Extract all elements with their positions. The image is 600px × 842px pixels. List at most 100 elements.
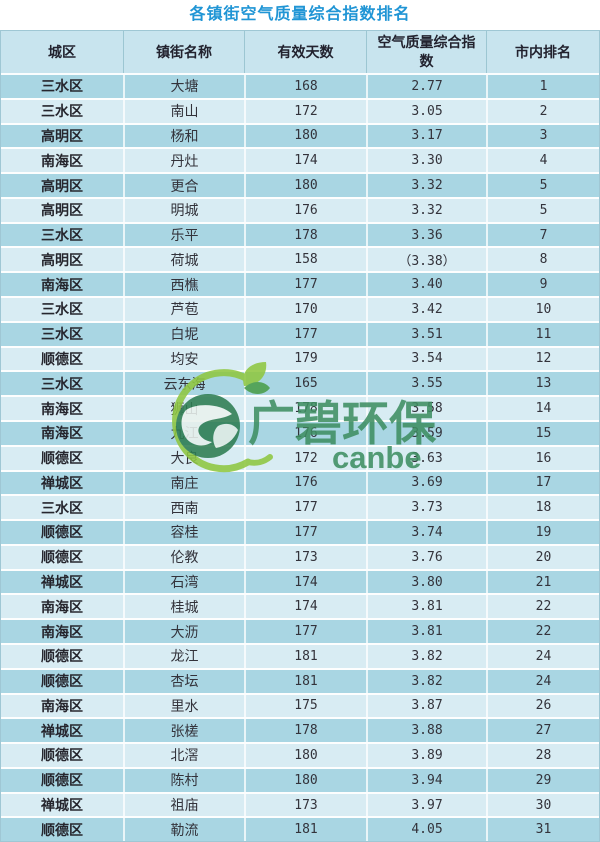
cell-index: 4.05 <box>366 818 486 842</box>
cell-district: 三水区 <box>41 301 83 318</box>
table-row: 顺德区 陈村 180 3.94 29 <box>1 768 599 794</box>
cell-index: （3.38） <box>366 248 486 272</box>
cell-town: 云东海 <box>123 372 244 396</box>
cell-district: 顺德区 <box>41 673 83 690</box>
cell-district: 三水区 <box>41 375 83 392</box>
table-row: 禅城区 石湾 174 3.80 21 <box>1 570 599 596</box>
table-header-row: 城区 镇街名称 有效天数 空气质量综合指数 市内排名 <box>1 31 599 75</box>
cell-index: 3.76 <box>366 545 486 569</box>
cell-town: 更合 <box>123 174 244 197</box>
cell-rank: 16 <box>486 446 599 470</box>
cell-index: 3.42 <box>366 298 486 321</box>
cell-town: 北滘 <box>123 744 244 767</box>
table-row: 三水区 乐平 178 3.36 7 <box>1 223 599 249</box>
table-row: 南海区 里水 175 3.87 26 <box>1 694 599 720</box>
table-row: 南海区 桂城 174 3.81 22 <box>1 595 599 621</box>
cell-index: 3.54 <box>366 347 486 371</box>
cell-district: 南海区 <box>41 276 83 293</box>
cell-rank: 24 <box>486 644 599 668</box>
table-row: 禅城区 张槎 178 3.88 27 <box>1 719 599 745</box>
cell-district: 禅城区 <box>41 797 83 814</box>
cell-rank: 21 <box>486 570 599 594</box>
cell-rank: 26 <box>486 694 599 718</box>
table-row: 顺德区 勒流 181 4.05 31 <box>1 818 599 842</box>
cell-district: 高明区 <box>41 127 83 144</box>
cell-rank: 15 <box>486 421 599 445</box>
cell-rank: 28 <box>486 744 599 767</box>
table-row: 顺德区 伦教 173 3.76 20 <box>1 545 599 571</box>
cell-rank: 10 <box>486 298 599 321</box>
cell-district: 南海区 <box>41 598 83 615</box>
cell-days: 175 <box>244 694 366 718</box>
table-row: 顺德区 龙江 181 3.82 24 <box>1 644 599 670</box>
cell-district: 三水区 <box>41 499 83 516</box>
cell-district: 高明区 <box>41 251 83 268</box>
cell-town: 杨和 <box>123 124 244 148</box>
table-row: 南海区 西樵 177 3.40 9 <box>1 273 599 299</box>
table-row: 三水区 云东海 165 3.55 13 <box>1 372 599 398</box>
cell-town: 均安 <box>123 347 244 371</box>
cell-days: 165 <box>244 372 366 396</box>
table-row: 三水区 西南 177 3.73 18 <box>1 496 599 522</box>
cell-district: 顺德区 <box>41 821 83 838</box>
table-row: 三水区 白坭 177 3.51 11 <box>1 322 599 348</box>
cell-town: 张槎 <box>123 719 244 743</box>
cell-days: 181 <box>244 818 366 842</box>
cell-town: 伦教 <box>123 545 244 569</box>
cell-days: 176 <box>244 198 366 222</box>
table-row: 南海区 大沥 177 3.81 22 <box>1 620 599 645</box>
cell-district: 顺德区 <box>41 524 83 541</box>
cell-rank: 27 <box>486 719 599 743</box>
header-days: 有效天数 <box>244 31 366 73</box>
cell-district: 顺德区 <box>41 450 83 467</box>
cell-town: 乐平 <box>123 223 244 247</box>
cell-days: 174 <box>244 149 366 173</box>
cell-index: 3.40 <box>366 273 486 297</box>
cell-days: 176 <box>244 421 366 445</box>
cell-rank: 24 <box>486 669 599 693</box>
cell-district: 三水区 <box>41 103 83 120</box>
cell-index: 3.36 <box>366 223 486 247</box>
cell-index: 2.77 <box>366 75 486 98</box>
table-row: 顺德区 北滘 180 3.89 28 <box>1 744 599 769</box>
cell-index: 3.87 <box>366 694 486 718</box>
table-row: 顺德区 均安 179 3.54 12 <box>1 347 599 373</box>
cell-days: 180 <box>244 744 366 767</box>
table-row: 三水区 大塘 168 2.77 1 <box>1 75 599 100</box>
table-row: 高明区 明城 176 3.32 5 <box>1 198 599 224</box>
cell-rank: 29 <box>486 768 599 792</box>
cell-days: 173 <box>244 545 366 569</box>
cell-days: 176 <box>244 471 366 495</box>
cell-index: 3.82 <box>366 669 486 693</box>
cell-index: 3.55 <box>366 372 486 396</box>
cell-town: 大塘 <box>123 75 244 98</box>
cell-town: 西南 <box>123 496 244 520</box>
table-row: 南海区 狮山 178 3.58 14 <box>1 397 599 422</box>
cell-rank: 12 <box>486 347 599 371</box>
cell-index: 3.32 <box>366 174 486 197</box>
cell-days: 180 <box>244 174 366 197</box>
cell-days: 168 <box>244 75 366 98</box>
cell-index: 3.80 <box>366 570 486 594</box>
cell-index: 3.73 <box>366 496 486 520</box>
cell-town: 石湾 <box>123 570 244 594</box>
cell-rank: 3 <box>486 124 599 148</box>
cell-rank: 17 <box>486 471 599 495</box>
cell-rank: 31 <box>486 818 599 842</box>
cell-days: 177 <box>244 322 366 346</box>
table-row: 三水区 南山 172 3.05 2 <box>1 99 599 125</box>
cell-rank: 5 <box>486 198 599 222</box>
cell-days: 172 <box>244 99 366 123</box>
cell-days: 170 <box>244 298 366 321</box>
cell-days: 177 <box>244 521 366 544</box>
header-rank: 市内排名 <box>486 31 599 73</box>
table-row: 禅城区 祖庙 173 3.97 30 <box>1 793 599 819</box>
cell-town: 白坭 <box>123 322 244 346</box>
cell-district: 顺德区 <box>41 350 83 367</box>
cell-district: 南海区 <box>41 697 83 714</box>
cell-index: 3.82 <box>366 644 486 668</box>
cell-town: 九江 <box>123 421 244 445</box>
table-row: 顺德区 大良 172 3.63 16 <box>1 446 599 472</box>
cell-district: 禅城区 <box>41 722 83 739</box>
cell-district: 高明区 <box>41 202 83 219</box>
